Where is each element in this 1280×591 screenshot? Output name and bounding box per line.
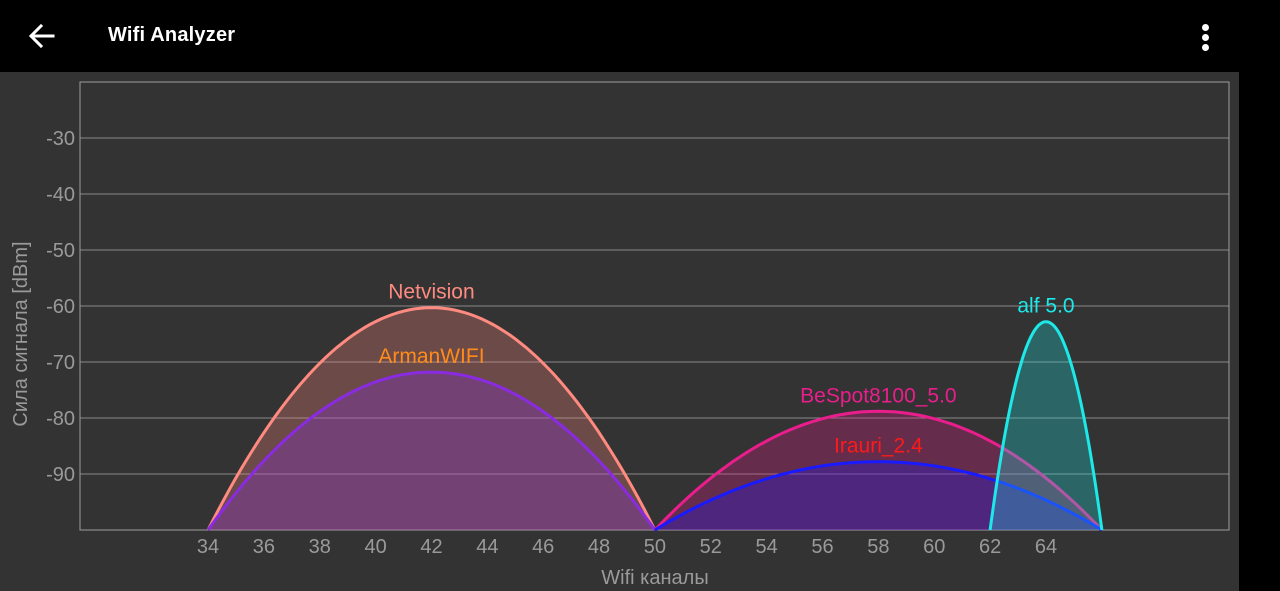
network-label: ArmanWIFI (378, 345, 484, 368)
network-label: alf 5.0 (1017, 295, 1074, 318)
x-axis-label: Wifi каналы (601, 567, 708, 589)
y-tick-label: -50 (46, 240, 75, 262)
signal-curve (206, 306, 657, 531)
signal-area (654, 411, 1102, 530)
y-tick-label: -40 (46, 184, 75, 206)
app-title: Wifi Analyzer (108, 24, 236, 46)
overflow-menu-button[interactable] (1192, 22, 1220, 52)
x-tick-label: 48 (588, 536, 610, 558)
y-tick-label: -90 (46, 464, 75, 486)
right-edge (1239, 72, 1280, 591)
x-tick-label: 52 (700, 536, 722, 558)
signal-curve (988, 320, 1104, 531)
x-tick-label: 62 (979, 536, 1001, 558)
x-tick-label: 42 (420, 536, 442, 558)
signal-area (208, 372, 655, 530)
signal-area (990, 321, 1102, 530)
x-tick-label: 58 (867, 536, 889, 558)
signal-area (208, 307, 655, 530)
y-tick-label: -30 (46, 128, 75, 150)
network-label: BeSpot8100_5.0 (800, 384, 956, 407)
signal-area (654, 461, 1102, 530)
network-label: Netvision (388, 281, 474, 304)
signal-curve (206, 370, 657, 531)
signal-curve (653, 409, 1103, 532)
x-tick-label: 36 (253, 536, 275, 558)
x-tick-label: 38 (309, 536, 331, 558)
x-tick-label: 50 (644, 536, 666, 558)
signal-curve (654, 460, 1103, 532)
back-button[interactable] (26, 20, 58, 52)
y-tick-label: -70 (46, 352, 75, 374)
x-tick-label: 46 (532, 536, 554, 558)
y-tick-label: -80 (46, 408, 75, 430)
x-tick-label: 60 (923, 536, 945, 558)
network-label: Irauri_2.4 (834, 435, 923, 458)
x-tick-label: 34 (197, 536, 219, 558)
x-tick-label: 44 (476, 536, 498, 558)
x-tick-label: 64 (1035, 536, 1057, 558)
y-axis-label: Сила сигнала [dBm] (10, 241, 32, 426)
y-tick-label: -60 (46, 296, 75, 318)
more-vert-icon (1202, 24, 1209, 31)
x-tick-label: 54 (756, 536, 778, 558)
x-tick-label: 40 (364, 536, 386, 558)
arrow-left-icon (28, 23, 55, 49)
app-bar: Wifi Analyzer (0, 0, 1280, 72)
x-tick-label: 56 (811, 536, 833, 558)
